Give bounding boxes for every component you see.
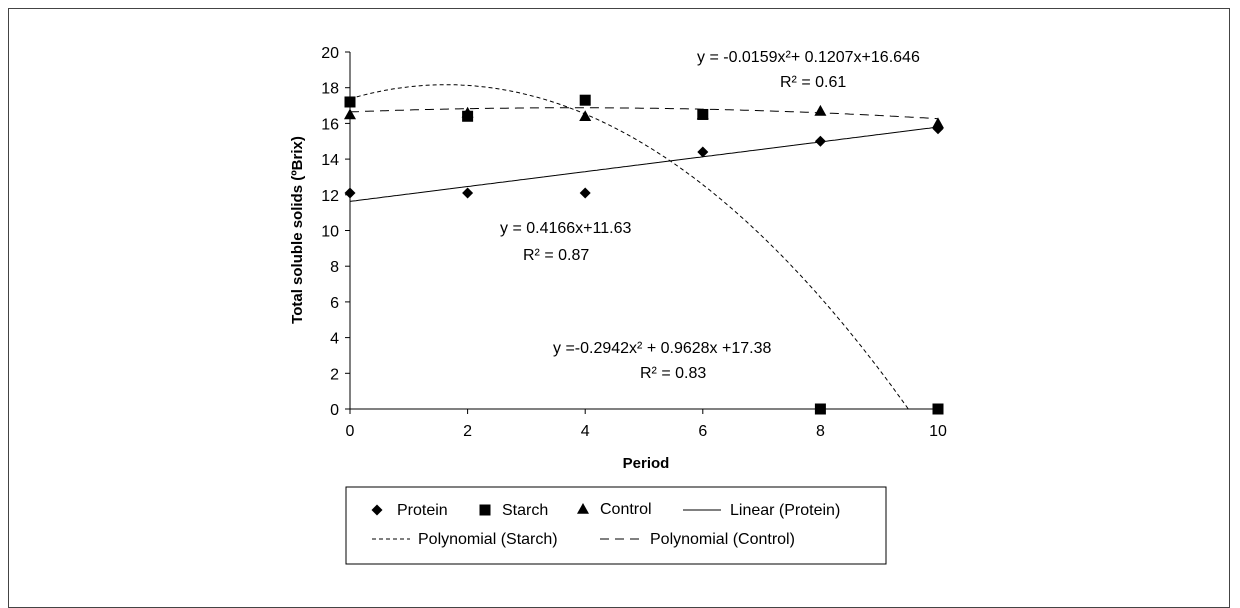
y-tick-label-6: 6 [330,295,339,312]
trendline-linear-protein [349,126,939,202]
x-tick-label-10: 10 [929,423,947,440]
trendline-polynomial-control [349,107,939,120]
protein-point-0 [344,187,356,199]
x-tick-label-0: 0 [346,423,355,440]
y-tick-label-2: 2 [330,366,339,383]
y-tick-label-18: 18 [321,81,339,98]
legend-label-polynomial-control: Polynomial (Control) [650,531,795,548]
protein-point-1 [462,187,474,199]
legend-marker-starch [479,504,491,516]
legend-marker-protein [371,504,383,516]
protein-point-2 [579,187,591,199]
y-axis-title: Total soluble solids (ºBrix) [289,136,306,324]
protein-r-squared: R² = 0.87 [523,247,589,264]
y-tick-label-20: 20 [321,45,339,62]
control-point-2 [579,110,592,122]
x-tick-label-2: 2 [463,423,472,440]
axes: 0 2 4 6 8 10 12 14 16 18 20 0 2 4 6 8 10 [321,45,947,440]
legend-label-linear-protein: Linear (Protein) [730,502,840,519]
control-r-squared: R² = 0.61 [780,74,846,91]
x-axis-title: Period [623,455,670,472]
y-tick-label-4: 4 [330,331,339,348]
starch-point-0 [344,96,356,108]
protein-point-5 [932,123,944,135]
y-tick-label-0: 0 [330,402,339,419]
y-tick-label-10: 10 [321,224,339,241]
legend-label-protein: Protein [397,502,448,519]
trendline-polynomial-starch [349,84,909,410]
starch-point-5 [932,403,944,415]
x-tick-label-4: 4 [581,423,590,440]
control-equation: y = -0.0159x²+ 0.1207x+16.646 [697,49,920,66]
x-tick-label-8: 8 [816,423,825,440]
protein-point-3 [697,146,709,158]
legend-box [345,486,887,565]
y-tick-label-8: 8 [330,259,339,276]
legend-label-starch: Starch [502,502,548,519]
starch-point-4 [814,403,826,415]
control-point-1 [461,106,474,118]
control-point-5 [932,117,944,129]
starch-equation: y =-0.2942x² + 0.9628x +17.38 [553,340,771,357]
control-point-0 [344,108,356,120]
annotations: y = -0.0159x²+ 0.1207x+16.646 R² = 0.61 … [500,49,920,382]
legend-label-control: Control [600,501,652,518]
legend: Protein Starch Control Linear (Protein) Poly… [345,486,887,565]
x-tick-label-6: 6 [698,423,707,440]
protein-point-4 [814,135,826,147]
control-point-4 [814,104,827,116]
trendlines [349,84,939,410]
protein-equation: y = 0.4166x+11.63 [500,220,631,237]
chart-svg: 0 2 4 6 8 10 12 14 16 18 20 0 2 4 6 8 10 y = -0.0159x²+ … [289,45,947,565]
data-points [344,94,944,415]
y-tick-label-16: 16 [321,116,339,133]
legend-marker-control [577,503,589,514]
legend-label-polynomial-starch: Polynomial (Starch) [418,531,558,548]
starch-r-squared: R² = 0.83 [640,365,706,382]
starch-point-2 [579,94,591,106]
y-tick-label-12: 12 [321,188,339,205]
y-tick-label-14: 14 [321,152,339,169]
control-point-3 [696,108,709,120]
